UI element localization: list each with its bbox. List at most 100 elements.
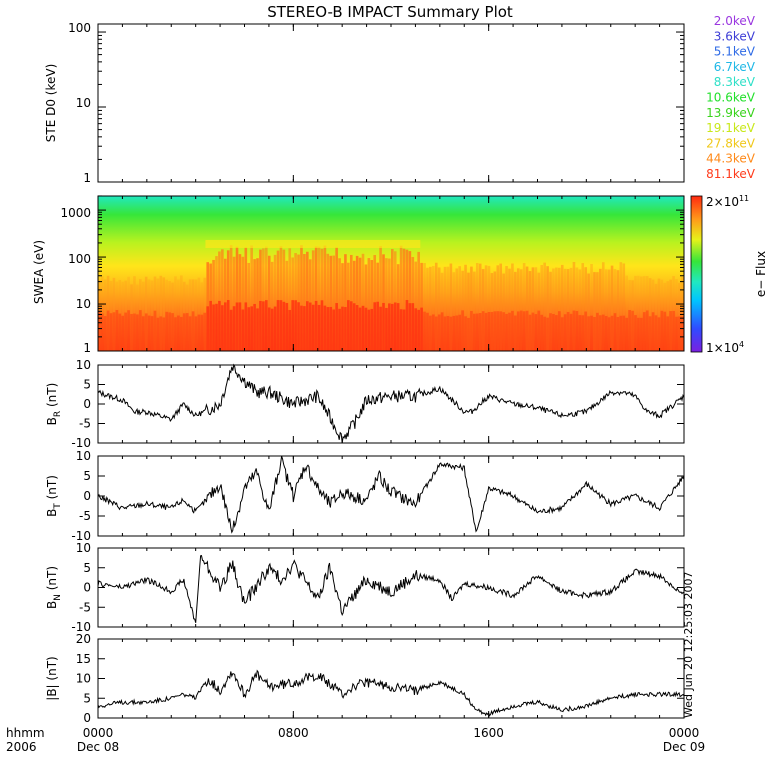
swea-core-streak: [133, 313, 136, 351]
swea-streak: [98, 279, 101, 351]
swea-streak: [262, 248, 265, 351]
swea-streak: [320, 248, 324, 351]
swea-streak: [610, 265, 614, 351]
swea-core-streak: [320, 300, 324, 351]
swea-streak: [241, 256, 245, 351]
energy-label: 3.6keV: [714, 29, 756, 43]
bn-tick-label: -10: [71, 620, 91, 634]
swea-streak: [194, 279, 198, 351]
swea-streak: [672, 276, 675, 351]
swea-core-streak: [399, 309, 403, 351]
swea-streak: [270, 261, 274, 351]
swea-core-streak: [473, 313, 476, 351]
swea-core-streak: [496, 311, 500, 351]
swea-core-streak: [660, 310, 664, 351]
swea-ylabel: SWEA (eV): [32, 240, 46, 304]
swea-core-streak: [373, 302, 377, 351]
swea-streak: [534, 267, 538, 351]
swea-core-streak: [461, 310, 464, 351]
swea-core-streak: [572, 310, 576, 351]
swea-streak: [379, 246, 382, 351]
swea-streak: [634, 275, 637, 351]
swea-streak: [370, 260, 374, 351]
swea-streak: [543, 262, 546, 351]
swea-core-streak: [449, 316, 453, 351]
swea-streak: [511, 263, 514, 351]
bmag-tick-label: 20: [76, 632, 91, 646]
swea-streak: [367, 258, 371, 351]
swea-core-streak: [367, 309, 371, 351]
swea-streak: [159, 275, 163, 351]
bt-panel: -10 -5 0 5 10 BT (nT): [45, 449, 685, 543]
swea-streak: [200, 282, 204, 351]
swea-core-streak: [250, 306, 253, 351]
swea-core-streak: [455, 315, 459, 351]
swea-streak: [250, 245, 253, 351]
swea-streak: [136, 284, 139, 351]
swea-core-streak: [464, 316, 467, 351]
swea-core-streak: [505, 313, 508, 351]
swea-streak: [464, 264, 467, 351]
swea-core-streak: [637, 317, 640, 351]
swea-streak: [593, 272, 596, 351]
swea-streak: [452, 272, 456, 351]
swea-streak: [601, 262, 605, 351]
swea-core-streak: [516, 311, 520, 351]
br-tick-label: 5: [83, 378, 91, 392]
bt-ylabel-unit: (nT): [45, 475, 59, 503]
swea-streak: [516, 268, 520, 351]
swea-core-streak: [531, 312, 535, 351]
bn-tick-label: 10: [76, 541, 91, 555]
swea-core-streak: [100, 313, 104, 351]
swea-streak: [449, 263, 453, 351]
swea-streak: [434, 262, 438, 351]
swea-core-streak: [130, 313, 133, 351]
swea-core-streak: [414, 308, 418, 351]
swea-core-streak: [575, 310, 579, 351]
swea-streak: [437, 267, 441, 351]
bt-tick-label: 10: [76, 449, 91, 463]
colorbar-max-label: 2×1011: [706, 194, 749, 209]
swea-core-streak: [177, 315, 180, 351]
bt-tick-label: -5: [79, 509, 91, 523]
swea-streak: [575, 267, 579, 351]
swea-streak: [124, 280, 127, 351]
swea-streak: [326, 253, 330, 351]
br-trace: [97, 363, 685, 444]
swea-streak: [455, 268, 459, 351]
swea-streak: [596, 272, 599, 351]
swea-streak: [314, 246, 318, 351]
swea-yellow-band: [205, 240, 421, 248]
date-label: Dec 09: [663, 740, 705, 754]
swea-streak: [191, 279, 195, 351]
swea-streak: [244, 247, 248, 351]
swea-core-streak: [182, 313, 186, 351]
swea-core-streak: [136, 314, 139, 351]
swea-streak: [528, 271, 532, 351]
swea-streak: [590, 264, 593, 351]
swea-core-streak: [613, 313, 617, 351]
swea-streak: [563, 268, 567, 351]
swea-core-streak: [669, 311, 672, 351]
bt-ylabel-sub: T: [53, 503, 63, 510]
swea-core-streak: [215, 303, 218, 351]
energy-label: 19.1keV: [706, 121, 756, 135]
swea-streak: [537, 272, 541, 351]
swea-core-streak: [426, 312, 429, 351]
swea-streak: [645, 276, 649, 351]
swea-core-streak: [628, 310, 631, 351]
swea-core-streak: [396, 303, 400, 351]
swea-streak: [443, 266, 447, 351]
swea-streak: [282, 249, 286, 351]
swea-streak: [675, 279, 678, 351]
swea-streak: [168, 281, 171, 351]
swea-core-streak: [311, 304, 315, 351]
swea-core-streak: [546, 317, 549, 351]
swea-core-streak: [232, 306, 236, 351]
swea-core-streak: [604, 316, 608, 351]
swea-core-streak: [171, 313, 174, 351]
swea-core-streak: [267, 307, 271, 351]
swea-streak: [256, 258, 259, 351]
energy-label: 2.0keV: [714, 14, 756, 28]
